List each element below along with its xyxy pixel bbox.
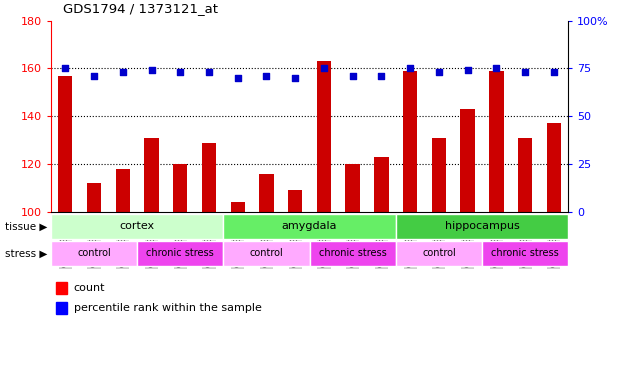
- Point: [405, 65, 415, 71]
- Point: [376, 73, 386, 79]
- Text: chronic stress: chronic stress: [147, 248, 214, 258]
- Bar: [224, 214, 396, 239]
- Point: [549, 69, 559, 75]
- Text: chronic stress: chronic stress: [319, 248, 386, 258]
- Bar: [58, 76, 73, 212]
- Point: [290, 75, 300, 81]
- Bar: [51, 241, 137, 266]
- Text: tissue ▶: tissue ▶: [6, 221, 48, 231]
- Point: [348, 73, 358, 79]
- Text: count: count: [74, 283, 105, 293]
- Bar: [116, 169, 130, 212]
- Bar: [489, 71, 504, 212]
- Point: [175, 69, 185, 75]
- Text: cortex: cortex: [120, 221, 155, 231]
- Bar: [345, 164, 360, 212]
- Text: hippocampus: hippocampus: [445, 221, 519, 231]
- Text: control: control: [250, 248, 283, 258]
- Bar: [460, 109, 475, 212]
- Bar: [403, 71, 417, 212]
- Bar: [396, 241, 482, 266]
- Point: [319, 65, 329, 71]
- Bar: [137, 241, 224, 266]
- Bar: [432, 138, 446, 212]
- Text: chronic stress: chronic stress: [491, 248, 559, 258]
- Text: percentile rank within the sample: percentile rank within the sample: [74, 303, 261, 313]
- Point: [118, 69, 128, 75]
- Bar: [482, 241, 568, 266]
- Bar: [56, 282, 68, 294]
- Bar: [87, 183, 101, 212]
- Point: [60, 65, 70, 71]
- Bar: [546, 123, 561, 212]
- Text: GDS1794 / 1373121_at: GDS1794 / 1373121_at: [63, 2, 219, 15]
- Bar: [518, 138, 532, 212]
- Bar: [51, 214, 224, 239]
- Bar: [260, 174, 274, 212]
- Bar: [396, 214, 568, 239]
- Point: [463, 68, 473, 74]
- Text: amygdala: amygdala: [282, 221, 337, 231]
- Point: [89, 73, 99, 79]
- Point: [261, 73, 271, 79]
- Point: [520, 69, 530, 75]
- Bar: [144, 138, 159, 212]
- Bar: [230, 202, 245, 212]
- Point: [147, 68, 156, 74]
- Bar: [374, 157, 389, 212]
- Point: [434, 69, 444, 75]
- Bar: [317, 61, 331, 212]
- Bar: [173, 164, 188, 212]
- Text: stress ▶: stress ▶: [6, 248, 48, 258]
- Point: [491, 65, 501, 71]
- Bar: [288, 190, 302, 212]
- Text: control: control: [77, 248, 111, 258]
- Text: control: control: [422, 248, 456, 258]
- Bar: [56, 302, 68, 314]
- Point: [233, 75, 243, 81]
- Point: [204, 69, 214, 75]
- Bar: [224, 241, 309, 266]
- Bar: [310, 241, 396, 266]
- Bar: [202, 142, 216, 212]
